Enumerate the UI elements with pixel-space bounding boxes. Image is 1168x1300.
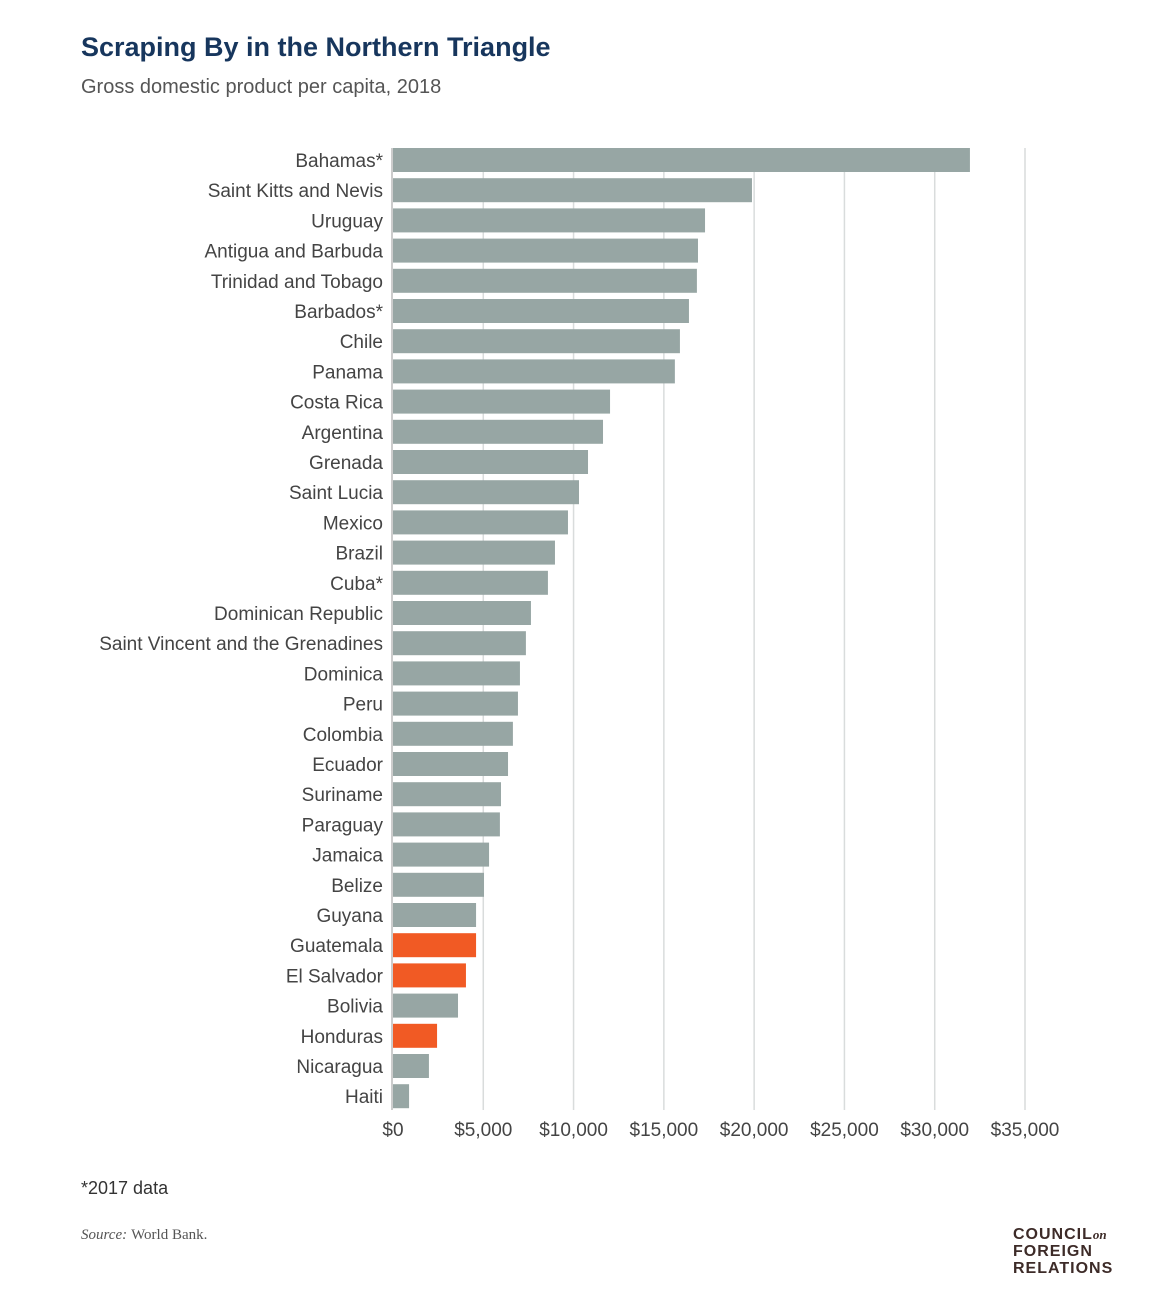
x-tick-label: $0 (382, 1120, 403, 1141)
chart-subtitle: Gross domestic product per capita, 2018 (81, 76, 442, 98)
category-label: Uruguay (311, 211, 383, 232)
x-tick-label: $15,000 (630, 1120, 699, 1141)
x-tick-label: $25,000 (810, 1120, 879, 1141)
category-label: Saint Kitts and Nevis (208, 181, 383, 202)
x-tick-label: $10,000 (539, 1120, 608, 1141)
bar (393, 238, 698, 263)
bar (393, 208, 706, 233)
category-label: El Salvador (286, 966, 384, 987)
bar (393, 842, 490, 867)
category-label: Dominica (304, 664, 384, 685)
category-label: Costa Rica (290, 393, 383, 414)
category-label: Ecuador (312, 755, 383, 776)
category-label: Colombia (303, 725, 384, 746)
bar (393, 419, 604, 444)
bar (393, 1054, 429, 1078)
logo-line2: FOREIGN (1013, 1243, 1093, 1260)
bar (393, 872, 485, 897)
bar (393, 1084, 410, 1109)
bar (393, 540, 555, 565)
bar (393, 359, 675, 384)
bar (393, 601, 531, 625)
category-label: Argentina (302, 423, 384, 444)
bar (393, 812, 500, 837)
logo-line3: RELATIONS (1013, 1260, 1114, 1277)
bar (393, 148, 970, 172)
chart-title: Scraping By in the Northern Triangle (81, 32, 551, 62)
bar (393, 299, 689, 323)
bar (393, 480, 579, 505)
source-text: World Bank. (131, 1227, 208, 1243)
category-label: Guatemala (290, 936, 383, 957)
bar (393, 661, 520, 686)
category-label: Bahamas* (295, 151, 383, 172)
category-label: Trinidad and Tobago (211, 272, 383, 293)
category-label: Haiti (345, 1087, 383, 1108)
bar (393, 329, 680, 354)
category-label: Chile (340, 332, 383, 353)
bar (393, 178, 752, 203)
category-label: Bolivia (327, 997, 383, 1018)
category-label: Guyana (316, 906, 383, 927)
source-label: Source: (81, 1227, 128, 1243)
category-label: Panama (312, 362, 383, 383)
bar (393, 903, 477, 927)
bar (393, 782, 501, 807)
category-label: Brazil (335, 544, 383, 565)
category-label: Jamaica (312, 846, 383, 867)
bar (393, 933, 477, 958)
category-label: Saint Vincent and the Grenadines (99, 634, 383, 655)
category-label: Saint Lucia (289, 483, 383, 504)
category-label: Paraguay (302, 815, 384, 836)
bar (393, 1023, 438, 1048)
category-label: Mexico (323, 513, 383, 534)
cfr-logo: COUNCILon FOREIGN RELATIONS (1013, 1226, 1113, 1277)
x-tick-label: $35,000 (991, 1120, 1060, 1141)
bar (393, 450, 589, 474)
category-label: Honduras (301, 1027, 383, 1048)
x-tick-label: $5,000 (454, 1120, 512, 1141)
category-label: Dominican Republic (214, 604, 383, 625)
bar (393, 631, 526, 656)
bar (393, 691, 518, 716)
category-label: Antigua and Barbuda (204, 242, 383, 263)
logo-line1: COUNCIL (1013, 1226, 1093, 1243)
category-label: Barbados* (294, 302, 383, 323)
source-note: Source: World Bank. (81, 1227, 207, 1244)
bar (393, 510, 568, 535)
bar (393, 752, 509, 776)
bar (393, 389, 611, 414)
bar (393, 963, 466, 988)
bar (393, 570, 548, 595)
category-label: Belize (331, 876, 383, 897)
bar (393, 993, 459, 1018)
category-label: Cuba* (330, 574, 383, 595)
x-tick-label: $20,000 (720, 1120, 789, 1141)
logo-on: on (1092, 1227, 1107, 1242)
bar (393, 721, 513, 746)
bar (393, 268, 697, 293)
footnote: *2017 data (81, 1178, 169, 1198)
category-label: Peru (343, 695, 383, 716)
category-label: Grenada (309, 453, 383, 474)
x-tick-label: $30,000 (900, 1120, 969, 1141)
category-label: Suriname (302, 785, 383, 806)
category-label: Nicaragua (296, 1057, 383, 1078)
